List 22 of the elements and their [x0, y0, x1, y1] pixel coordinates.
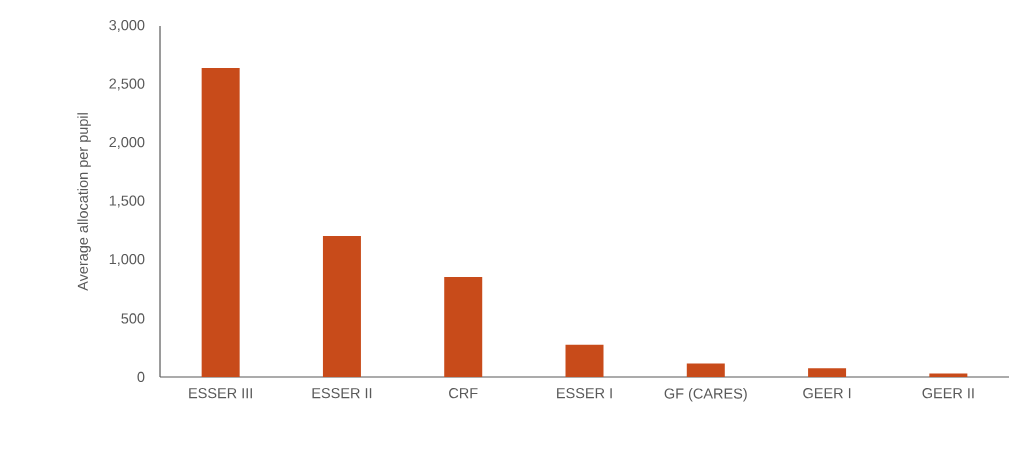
- y-tick-label: 3,000: [109, 20, 145, 32]
- x-tick-label: CRF: [449, 388, 478, 399]
- bar: [201, 68, 240, 377]
- y-tick-label: 1,000: [109, 253, 145, 266]
- x-tick-label: ESSER I: [557, 388, 612, 399]
- bar: [929, 373, 968, 377]
- y-tick-label: 500: [121, 313, 145, 324]
- bar: [565, 344, 604, 377]
- bar: [444, 276, 483, 377]
- bar: [686, 363, 725, 377]
- y-tick-label: 2,500: [109, 78, 145, 91]
- x-tick-label: ESSER II: [312, 388, 372, 399]
- x-tick-label: GEER II: [922, 388, 974, 399]
- y-axis-title: Average allocation per pupil: [77, 113, 91, 291]
- x-tick-label: ESSER III: [189, 388, 252, 399]
- x-tick-label: GEER I: [803, 388, 851, 399]
- y-tick-label: 0: [137, 371, 145, 383]
- y-tick-label: 2,000: [109, 137, 145, 149]
- bar: [322, 236, 361, 377]
- bar: [808, 368, 847, 377]
- x-tick-label: GF (CARES): [664, 388, 747, 402]
- y-tick-label: 1,500: [109, 195, 145, 208]
